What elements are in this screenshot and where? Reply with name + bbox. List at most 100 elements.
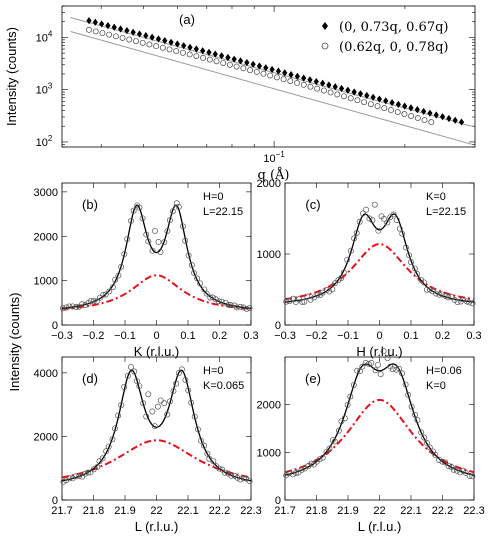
data-point bbox=[438, 291, 445, 298]
data-point bbox=[175, 370, 182, 377]
data-point bbox=[213, 58, 220, 65]
data-point bbox=[87, 469, 94, 476]
data-point bbox=[79, 301, 85, 308]
single-peak-fit-curve bbox=[284, 398, 475, 474]
data-point bbox=[247, 67, 254, 74]
y-tick-label: 4000 bbox=[34, 368, 58, 380]
annotation: H=0 bbox=[203, 191, 224, 203]
data-point bbox=[421, 279, 427, 286]
data-point bbox=[109, 436, 116, 443]
data-point bbox=[408, 113, 415, 120]
data-point bbox=[326, 81, 332, 89]
y-tick-label: 0 bbox=[52, 320, 58, 332]
data-point bbox=[112, 33, 119, 40]
data-point bbox=[458, 118, 465, 126]
data-point bbox=[162, 37, 168, 45]
fit-line-2 bbox=[70, 31, 472, 145]
data-point bbox=[99, 455, 106, 462]
data-point bbox=[197, 280, 204, 287]
data-point bbox=[347, 393, 354, 400]
data-point bbox=[130, 207, 137, 214]
data-point bbox=[66, 475, 73, 482]
data-point bbox=[82, 470, 89, 477]
x-tick-label: 21.7 bbox=[51, 505, 72, 517]
data-point bbox=[182, 376, 189, 383]
data-point bbox=[181, 42, 187, 50]
panel-label: (e) bbox=[305, 371, 321, 386]
data-point bbox=[100, 291, 107, 298]
data-point bbox=[175, 204, 182, 210]
data-point bbox=[106, 31, 113, 38]
data-point bbox=[381, 215, 387, 222]
y-axis-label: Intensity (counts) bbox=[4, 27, 19, 126]
data-point bbox=[118, 402, 125, 409]
data-point bbox=[117, 25, 124, 33]
data-point bbox=[395, 100, 401, 108]
data-point bbox=[319, 454, 326, 461]
data-point bbox=[246, 477, 253, 484]
y-tick-label: 2000 bbox=[257, 400, 281, 412]
data-point bbox=[182, 237, 189, 244]
y-tick-label: 1000 bbox=[34, 276, 58, 288]
data-point bbox=[240, 65, 247, 72]
data-point bbox=[338, 418, 345, 425]
data-point bbox=[308, 460, 315, 467]
data-point bbox=[334, 91, 341, 98]
data-point bbox=[418, 429, 425, 436]
data-point bbox=[399, 230, 406, 237]
data-point bbox=[294, 72, 300, 80]
data-point bbox=[112, 276, 119, 283]
data-point bbox=[294, 79, 300, 86]
y-tick-label: 104 bbox=[36, 29, 53, 44]
data-point bbox=[146, 41, 153, 48]
single-peak-fit-curve bbox=[284, 243, 475, 301]
data-point bbox=[368, 359, 375, 366]
data-point bbox=[466, 299, 473, 306]
x-axis-label: H (r.l.u.) bbox=[356, 344, 402, 359]
data-point bbox=[396, 365, 403, 372]
data-point bbox=[136, 383, 143, 389]
data-point bbox=[367, 101, 374, 108]
data-point bbox=[384, 219, 391, 226]
data-point bbox=[200, 54, 207, 61]
data-point bbox=[151, 423, 158, 430]
data-point bbox=[436, 291, 443, 298]
data-point bbox=[319, 289, 326, 296]
data-point bbox=[427, 109, 433, 117]
data-point bbox=[363, 206, 370, 213]
x-tick-label: 0 bbox=[376, 330, 382, 342]
data-point bbox=[389, 98, 395, 107]
data-point bbox=[326, 288, 333, 295]
x-tick-label: −0.2 bbox=[306, 330, 328, 342]
panel-label: (d) bbox=[82, 371, 98, 386]
data-point bbox=[408, 104, 414, 112]
y-tick-label: 103 bbox=[36, 82, 53, 97]
y-tick-label: 1000 bbox=[257, 447, 281, 459]
data-point bbox=[372, 367, 379, 374]
data-point bbox=[338, 275, 345, 281]
data-point bbox=[394, 109, 401, 116]
data-point bbox=[99, 20, 105, 28]
data-point bbox=[452, 116, 458, 124]
data-point bbox=[188, 262, 195, 269]
data-point bbox=[191, 269, 197, 276]
data-point bbox=[169, 208, 176, 215]
x-tick-label: 21.9 bbox=[114, 505, 135, 517]
data-point bbox=[106, 288, 113, 295]
data-point bbox=[246, 304, 253, 311]
data-point bbox=[307, 76, 313, 84]
data-point bbox=[299, 299, 306, 306]
data-point bbox=[185, 252, 192, 259]
data-point bbox=[364, 91, 370, 100]
data-point bbox=[85, 469, 91, 476]
data-point bbox=[414, 106, 420, 114]
data-point bbox=[115, 412, 122, 419]
data-point bbox=[155, 239, 162, 245]
data-point bbox=[69, 475, 76, 482]
data-point bbox=[384, 355, 391, 362]
data-point bbox=[454, 467, 460, 474]
data-point bbox=[445, 463, 452, 469]
data-point bbox=[103, 448, 110, 455]
data-point bbox=[341, 93, 347, 100]
data-point bbox=[433, 111, 439, 119]
